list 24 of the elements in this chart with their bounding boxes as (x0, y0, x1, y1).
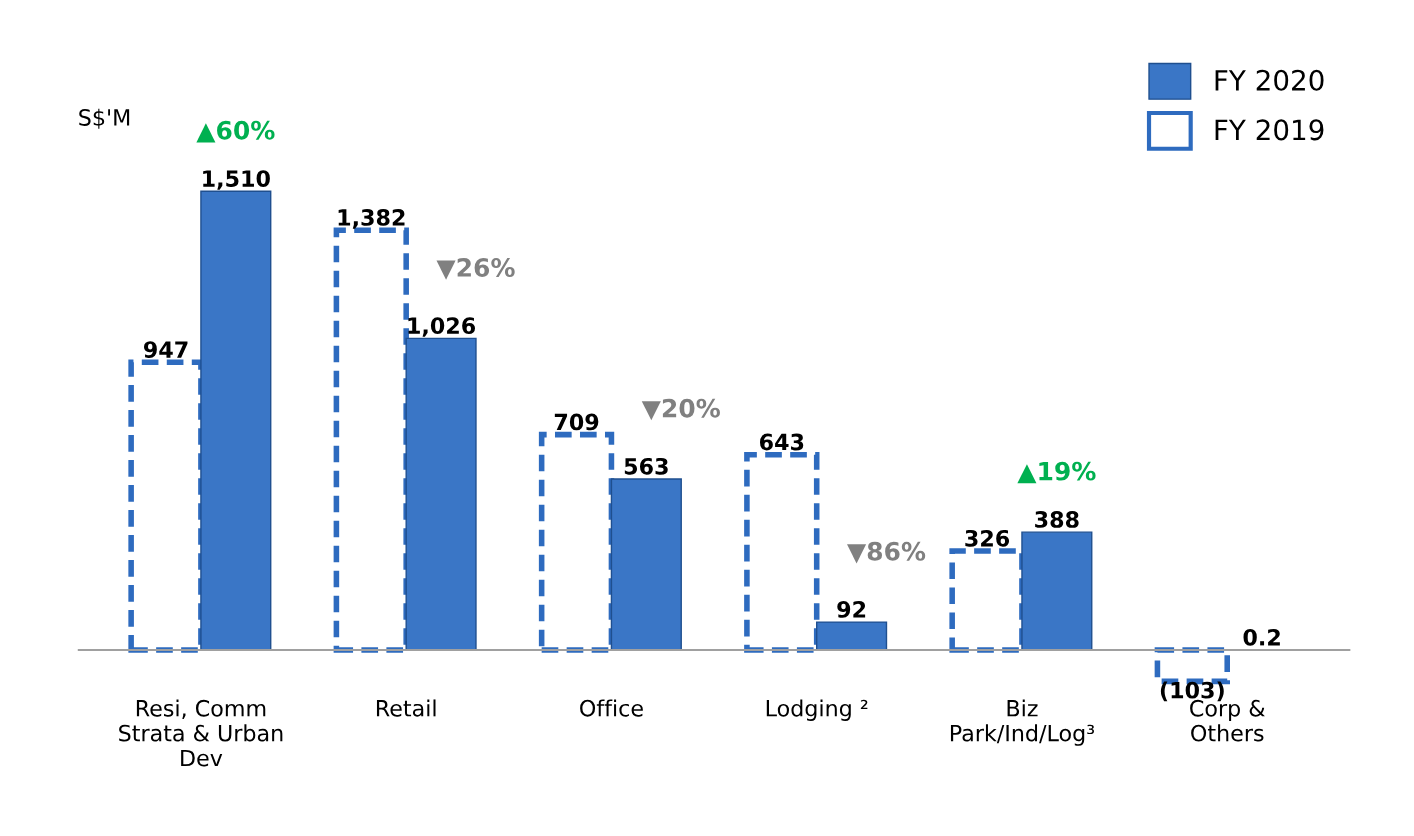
data-label: 643 (759, 433, 804, 451)
data-label: 388 (1035, 511, 1079, 528)
x-tick-label: Lodging ² (766, 699, 868, 721)
data-label: 1,510 (203, 170, 270, 190)
legend-label: FY 2019 (1215, 119, 1324, 141)
annotation: ▼26% (436, 258, 515, 280)
x-tick-label: Retail (376, 699, 436, 717)
data-label: 1,382 (338, 209, 405, 229)
annotation: ▼20% (641, 398, 720, 421)
data-label: 92 (837, 601, 866, 618)
data-label: 563 (624, 457, 668, 475)
data-label: 0.2 (1243, 628, 1280, 646)
data-label: 1,026 (408, 317, 476, 337)
data-label: 947 (143, 341, 188, 359)
y-axis-title: S$'M (79, 108, 130, 129)
data-label: 709 (554, 413, 599, 431)
text: ▲60% (196, 120, 275, 143)
annotation: ▼86% (847, 541, 926, 564)
x-tick-label: Office (580, 699, 643, 717)
x-tick-label: Biz Park/Ind/Log³ (950, 699, 1094, 746)
data-label: 326 (965, 529, 1010, 547)
annotation: ▲19% (1017, 461, 1096, 484)
legend-label: FY 2020 (1215, 69, 1324, 91)
x-tick-label: Resi, Comm Strata & Urban Dev (119, 699, 283, 767)
